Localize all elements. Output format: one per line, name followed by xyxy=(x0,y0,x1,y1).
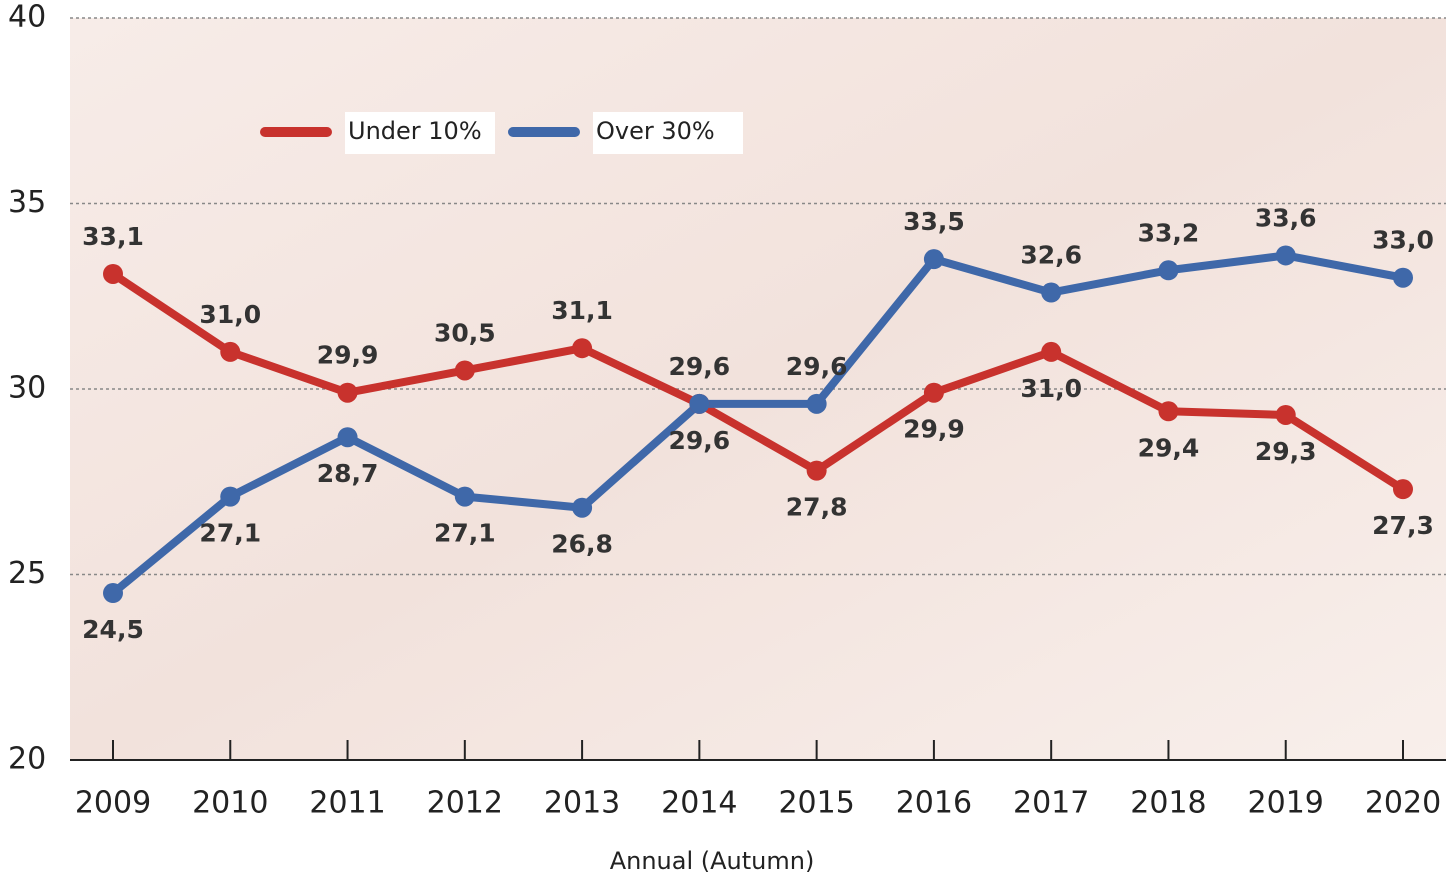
value-label: 33,2 xyxy=(1138,218,1200,247)
data-point xyxy=(806,460,827,481)
data-point xyxy=(1393,479,1413,500)
x-tick-label: 2013 xyxy=(544,786,620,821)
data-point xyxy=(1275,245,1296,266)
value-label: 24,5 xyxy=(82,615,144,644)
value-label: 29,4 xyxy=(1138,433,1200,462)
x-tick-label: 2016 xyxy=(896,786,972,821)
x-tick-label: 2010 xyxy=(192,786,268,821)
x-tick-label: 2020 xyxy=(1365,786,1441,821)
x-tick-label: 2011 xyxy=(309,786,385,821)
y-tick-label: 25 xyxy=(8,556,46,591)
legend-background xyxy=(593,112,743,154)
value-label: 33,6 xyxy=(1255,203,1317,232)
value-label: 33,1 xyxy=(82,222,144,251)
data-point xyxy=(1041,282,1062,303)
value-label: 29,3 xyxy=(1255,437,1317,466)
x-tick-label: 2014 xyxy=(661,786,737,821)
data-point xyxy=(806,393,827,414)
data-point xyxy=(454,360,475,381)
data-point xyxy=(1041,341,1062,362)
data-point xyxy=(923,249,944,270)
value-label: 32,6 xyxy=(1020,241,1082,270)
x-tick-label: 2012 xyxy=(427,786,503,821)
y-tick-label: 20 xyxy=(8,742,46,777)
x-tick-label: 2015 xyxy=(778,786,854,821)
data-point xyxy=(572,338,593,359)
value-label: 27,3 xyxy=(1372,511,1434,540)
data-point xyxy=(572,497,593,518)
data-point xyxy=(454,486,475,507)
data-point xyxy=(220,341,241,362)
value-label: 33,5 xyxy=(903,207,965,236)
data-point xyxy=(337,382,358,403)
x-tick-label: 2017 xyxy=(1013,786,1089,821)
value-label: 29,9 xyxy=(317,341,379,370)
value-label: 27,1 xyxy=(434,519,496,548)
data-point xyxy=(689,393,710,414)
data-point xyxy=(923,382,944,403)
legend-label: Over 30% xyxy=(596,117,715,145)
series-line xyxy=(110,251,1404,597)
data-point xyxy=(1393,267,1413,288)
x-tick-label: 2019 xyxy=(1248,786,1324,821)
value-label: 33,0 xyxy=(1372,226,1434,255)
y-tick-label: 30 xyxy=(8,371,46,406)
value-label: 26,8 xyxy=(551,530,613,559)
legend-label: Under 10% xyxy=(348,117,482,145)
value-label: 31,0 xyxy=(1020,374,1082,403)
value-label: 31,0 xyxy=(199,300,261,329)
data-point xyxy=(337,427,358,448)
value-label: 27,8 xyxy=(786,493,848,522)
series-line xyxy=(110,270,1406,493)
value-label: 29,6 xyxy=(786,352,848,381)
legend-background xyxy=(345,112,495,154)
x-axis-label: Annual (Autumn) xyxy=(610,847,815,875)
data-point xyxy=(220,486,241,507)
data-point xyxy=(1158,260,1179,281)
data-point xyxy=(1275,404,1296,425)
data-point xyxy=(103,263,123,284)
x-tick-label: 2018 xyxy=(1130,786,1206,821)
value-label: 30,5 xyxy=(434,318,496,347)
value-label: 29,6 xyxy=(669,426,731,455)
value-label: 28,7 xyxy=(317,459,379,488)
data-point xyxy=(103,583,123,604)
data-point xyxy=(1158,401,1179,422)
y-tick-label: 40 xyxy=(8,0,46,35)
y-tick-label: 35 xyxy=(8,185,46,220)
value-label: 27,1 xyxy=(199,519,261,548)
x-tick-label: 2009 xyxy=(75,786,151,821)
value-label: 31,1 xyxy=(551,296,613,325)
value-label: 29,6 xyxy=(669,352,731,381)
value-label: 29,9 xyxy=(903,415,965,444)
